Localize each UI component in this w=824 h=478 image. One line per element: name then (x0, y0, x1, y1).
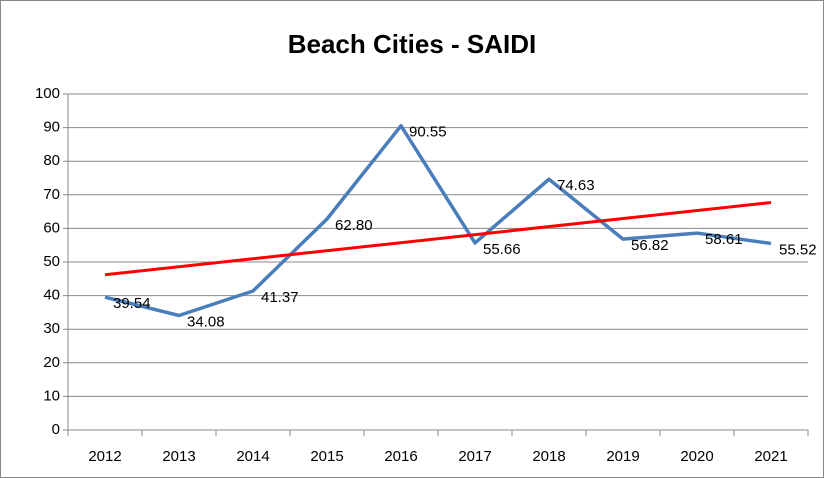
x-tick-label: 2013 (162, 448, 195, 465)
data-label: 55.52 (779, 241, 817, 258)
data-label: 39.54 (113, 295, 151, 312)
data-label: 58.61 (705, 231, 743, 248)
y-tick-label: 90 (43, 119, 60, 136)
x-tick-label: 2021 (754, 448, 787, 465)
data-label: 41.37 (261, 289, 299, 306)
x-tick-label: 2019 (606, 448, 639, 465)
y-tick-label: 30 (43, 320, 60, 337)
y-tick-label: 100 (35, 85, 60, 102)
y-tick-label: 20 (43, 354, 60, 371)
data-label: 34.08 (187, 313, 225, 330)
y-tick-label: 0 (52, 421, 60, 438)
y-tick-label: 80 (43, 152, 60, 169)
data-label: 90.55 (409, 124, 447, 141)
y-tick-label: 10 (43, 387, 60, 404)
x-tick-label: 2020 (680, 448, 713, 465)
data-label: 56.82 (631, 237, 669, 254)
x-tick-label: 2014 (236, 448, 269, 465)
y-tick-label: 70 (43, 186, 60, 203)
y-tick-label: 40 (43, 287, 60, 304)
data-label: 62.80 (335, 217, 373, 234)
x-tick-label: 2012 (88, 448, 121, 465)
trend-line (104, 201, 772, 277)
data-label: 55.66 (483, 241, 521, 258)
x-tick-label: 2017 (458, 448, 491, 465)
data-label: 74.63 (557, 177, 595, 194)
x-tick-label: 2018 (532, 448, 565, 465)
chart-title: Beach Cities - SAIDI (288, 29, 537, 59)
y-tick-label: 60 (43, 219, 60, 236)
data-line (104, 124, 772, 318)
x-tick-label: 2016 (384, 448, 417, 465)
x-tick-label: 2015 (310, 448, 343, 465)
y-tick-label: 50 (43, 253, 60, 270)
